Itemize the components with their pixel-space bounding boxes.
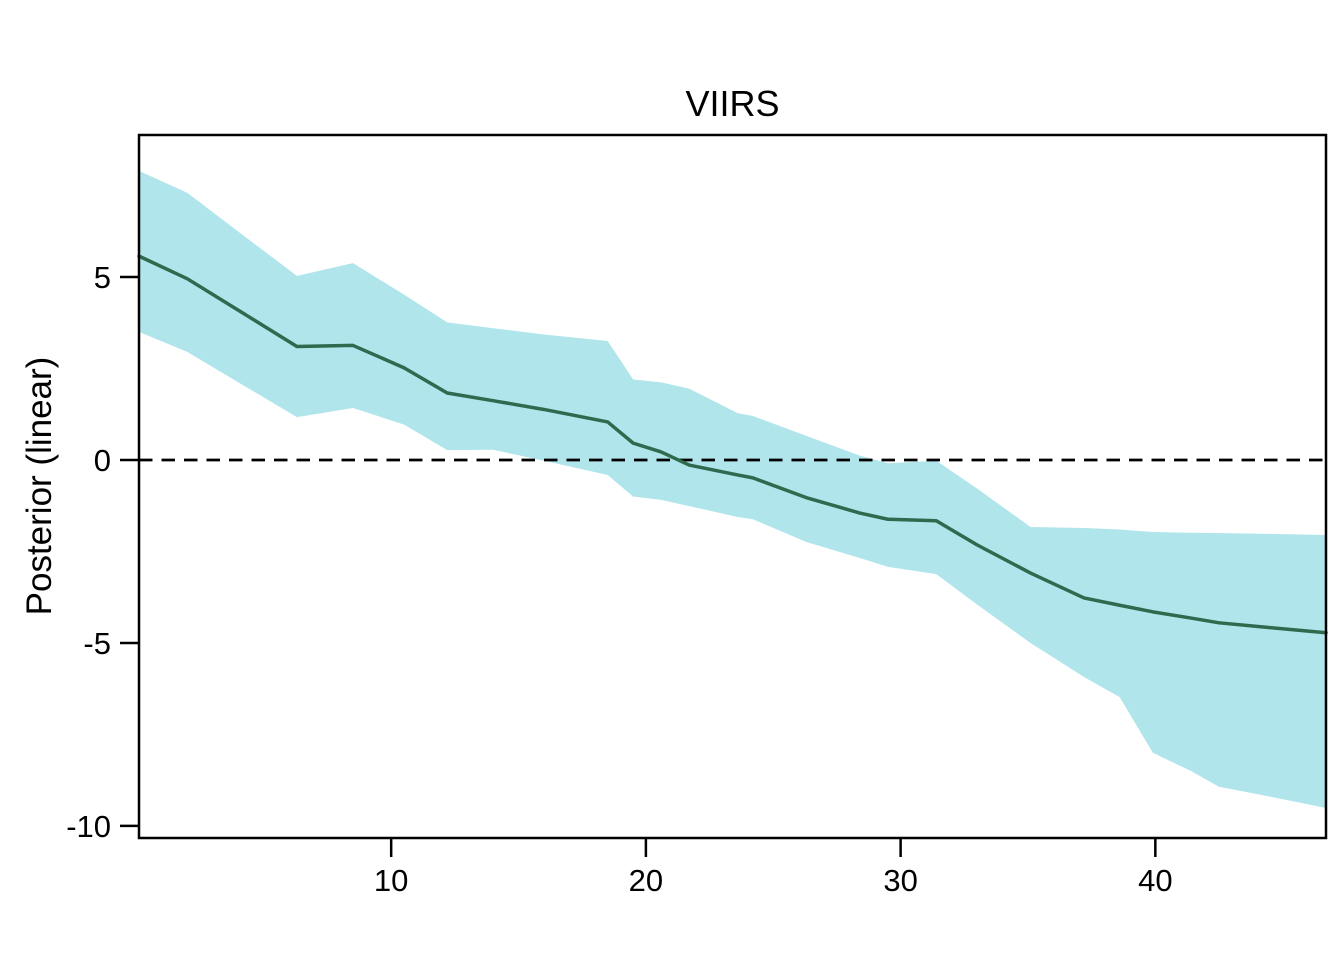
x-tick-label: 40 [1138, 863, 1172, 898]
posterior-mean-line [137, 254, 1328, 635]
x-tick-label: 30 [883, 863, 917, 898]
panel-border [137, 133, 1328, 840]
y-tick-label: 0 [94, 443, 111, 478]
x-tick-label: 20 [629, 863, 663, 898]
y-tick-label: -10 [66, 809, 111, 844]
x-tick-label: 10 [374, 863, 408, 898]
y-tick-label: 5 [94, 260, 111, 295]
credible-band [139, 170, 1326, 808]
y-tick-label: -5 [83, 626, 111, 661]
y-axis-title: Posterior (linear) [20, 356, 59, 616]
chart-title: VIIRS [685, 83, 780, 124]
